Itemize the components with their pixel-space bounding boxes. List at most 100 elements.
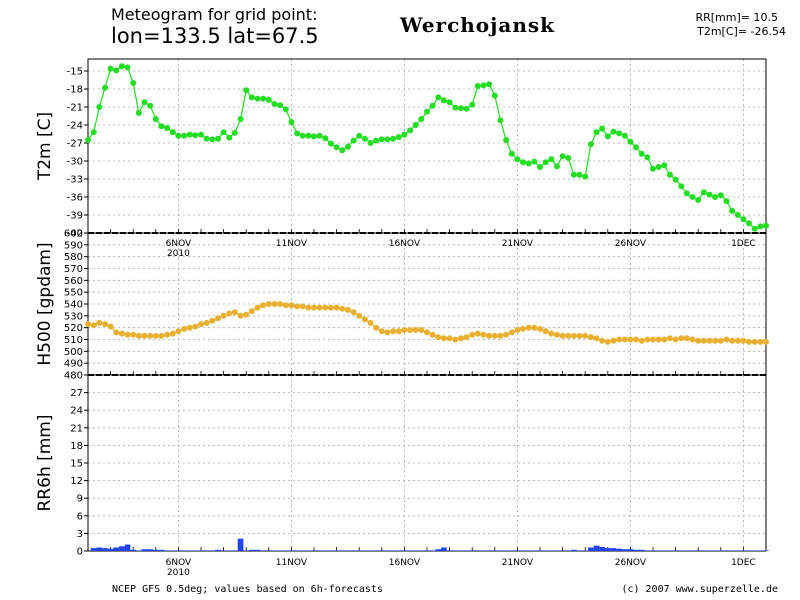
t2m-data-point bbox=[378, 136, 385, 143]
h500-data-point bbox=[152, 332, 159, 339]
h500-data-point bbox=[158, 332, 165, 339]
t2m-data-point bbox=[152, 116, 159, 122]
rr6h-bar bbox=[102, 548, 108, 551]
h500-data-point bbox=[457, 335, 464, 342]
h500-data-point bbox=[570, 332, 577, 339]
t2m-data-point bbox=[537, 164, 543, 170]
h500-data-point bbox=[390, 328, 397, 335]
lower-year-label: 2010 bbox=[167, 568, 190, 578]
h500-data-point bbox=[763, 338, 769, 345]
h500-data-point bbox=[700, 337, 707, 344]
t2m-data-point bbox=[113, 67, 120, 74]
h500-data-point bbox=[633, 336, 639, 343]
rr6h-ytick-label: 3 bbox=[77, 529, 83, 540]
rr6h-bar bbox=[407, 550, 413, 551]
t2m-data-point bbox=[401, 131, 408, 138]
h500-data-point bbox=[186, 324, 193, 331]
h500-data-point bbox=[90, 322, 97, 329]
rr6h-bar bbox=[220, 550, 227, 551]
rr6h-bar bbox=[548, 550, 555, 551]
h500-data-point bbox=[508, 329, 515, 336]
h500-data-point bbox=[746, 338, 752, 345]
t2m-data-point bbox=[85, 137, 91, 143]
lower-date-label: 6NOV bbox=[166, 558, 192, 568]
h500-data-point bbox=[424, 329, 430, 336]
rr6h-bar bbox=[362, 550, 368, 551]
h500-ytick-label: 500 bbox=[64, 347, 83, 358]
t2m-data-point bbox=[220, 129, 227, 136]
rr6h-bar bbox=[463, 550, 470, 551]
h500-data-point bbox=[678, 335, 685, 342]
rr6h-ytick-label: 18 bbox=[70, 441, 83, 452]
t2m-data-point bbox=[763, 222, 769, 229]
t2m-data-point bbox=[237, 116, 244, 122]
t2m-axis-label: T2m [C] bbox=[35, 112, 55, 181]
t2m-data-point bbox=[226, 134, 233, 141]
t2m-data-point bbox=[390, 135, 397, 142]
rr6h-bar bbox=[723, 550, 730, 551]
data-source-note: NCEP GFS 0.5deg; values based on 6h-fore… bbox=[112, 584, 383, 595]
h500-ytick-label: 570 bbox=[64, 264, 83, 275]
t2m-data-point bbox=[757, 223, 764, 230]
rr6h-ytick-label: 21 bbox=[70, 423, 83, 434]
rr6h-bar bbox=[593, 545, 600, 551]
h500-data-point bbox=[113, 329, 120, 336]
h500-data-point bbox=[367, 319, 374, 326]
rr6h-bar bbox=[136, 550, 142, 551]
h500-data-point bbox=[361, 316, 368, 323]
t2m-data-point bbox=[316, 132, 323, 139]
h500-ytick-label: 600 bbox=[64, 229, 83, 240]
h500-data-point bbox=[576, 332, 583, 339]
rr6h-bar bbox=[701, 550, 707, 551]
t2m-data-point bbox=[164, 125, 171, 131]
rr6h-bar bbox=[328, 550, 334, 551]
h500-ytick-label: 580 bbox=[64, 252, 83, 263]
h500-data-point bbox=[599, 337, 606, 344]
h500-data-point bbox=[96, 319, 103, 326]
h500-ytick-label: 480 bbox=[64, 371, 83, 382]
h500-data-point bbox=[282, 302, 289, 309]
h500-data-point bbox=[85, 321, 91, 328]
t2m-data-point bbox=[311, 133, 317, 140]
h500-ytick-label: 490 bbox=[64, 359, 83, 370]
h500-data-point bbox=[480, 331, 487, 338]
t2m-data-point bbox=[209, 136, 216, 143]
rr6h-bar bbox=[311, 550, 317, 551]
t2m-data-point bbox=[203, 135, 210, 142]
rr6h-bar bbox=[746, 550, 752, 551]
h500-data-point bbox=[198, 321, 204, 328]
t2m-data-point bbox=[407, 127, 414, 134]
upper-date-label: 6NOV bbox=[166, 239, 192, 249]
rr6h-bar bbox=[395, 550, 402, 551]
t2m-data-point bbox=[542, 159, 549, 166]
t2m-data-point bbox=[373, 137, 380, 144]
t2m-data-point bbox=[729, 207, 736, 214]
t2m-data-point bbox=[706, 191, 713, 198]
rr6h-bar bbox=[271, 550, 278, 551]
t2m-data-point bbox=[452, 104, 459, 111]
t2m-data-point bbox=[576, 171, 583, 178]
t2m-data-point bbox=[384, 136, 391, 143]
t2m-data-point bbox=[412, 122, 419, 128]
h500-data-point bbox=[542, 328, 549, 335]
h500-data-point bbox=[683, 335, 690, 342]
rr6h-bar bbox=[492, 550, 498, 551]
t2m-data-point bbox=[367, 140, 374, 146]
rr6h-bar bbox=[661, 550, 668, 551]
t2m-data-point bbox=[650, 165, 656, 172]
h500-data-point bbox=[299, 303, 306, 310]
h500-data-point bbox=[525, 324, 532, 331]
rr6h-bar bbox=[141, 549, 148, 551]
rr6h-bar bbox=[401, 550, 408, 551]
h500-data-point bbox=[102, 321, 108, 328]
t2m-data-point bbox=[683, 190, 690, 197]
h500-data-point bbox=[356, 312, 363, 319]
t2m-data-point bbox=[435, 94, 442, 101]
rr6h-bar bbox=[175, 550, 182, 551]
rr6h-bar bbox=[429, 550, 436, 551]
precipitation-total: RR[mm]= 10.5 bbox=[695, 11, 778, 24]
t2m-data-point bbox=[260, 95, 267, 102]
copyright-note: (c) 2007 www.superzelle.de bbox=[621, 584, 778, 595]
h500-data-point bbox=[757, 338, 764, 345]
meteogram-heading: Meteogram for grid point: bbox=[111, 5, 318, 24]
